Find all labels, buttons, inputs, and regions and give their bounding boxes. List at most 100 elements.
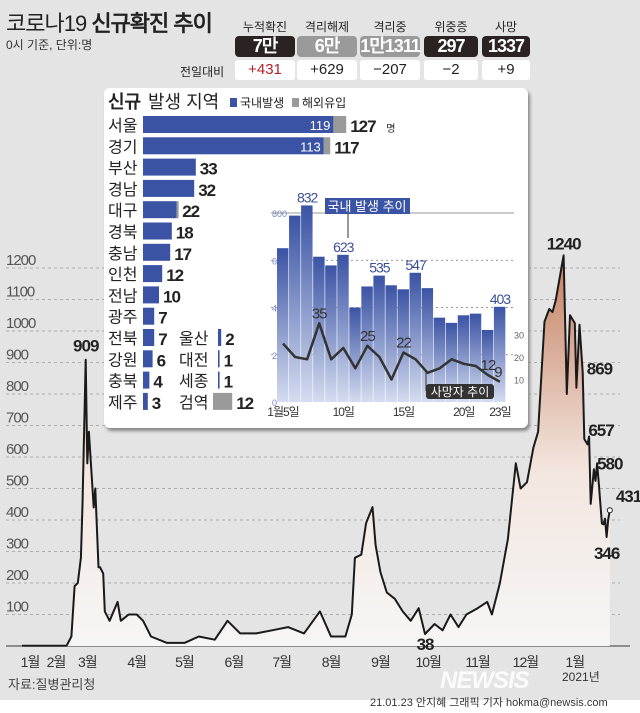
x-tick-label: 3월 (78, 654, 97, 670)
region-name: 광주 (108, 309, 137, 327)
stat-label: 격리해제 (304, 20, 350, 34)
daily-domestic-bar (409, 272, 421, 402)
peak-label: 657 (588, 421, 614, 440)
page-title: 코로나19 신규확진 추이 (6, 6, 213, 38)
region-name: 경북 (108, 224, 137, 242)
stat-label: 사망 (494, 20, 518, 34)
region-bar-domestic (218, 329, 222, 346)
region-bar-domestic (143, 286, 159, 304)
bar-value-label: 623 (333, 239, 355, 255)
newsis-logo: NEWSIS (440, 667, 530, 694)
x-tick-label: 5월 (175, 654, 194, 670)
region-total: 1 (224, 351, 233, 370)
death-value-label: 12 (481, 357, 496, 374)
death-value-label: 22 (396, 335, 411, 352)
daily-domestic-bar (373, 275, 385, 402)
stat-label: 위중증 (434, 20, 468, 34)
inset-y-tick: 0 (272, 398, 277, 408)
region-name: 제주 (108, 394, 137, 412)
region-total: 12 (166, 266, 183, 285)
region-name: 충남 (108, 245, 138, 263)
region-name: 경남 (108, 181, 138, 199)
region-name: 대전 (179, 351, 208, 369)
daily-domestic-bar (421, 288, 434, 402)
region-total: 32 (198, 181, 215, 200)
region-bar-foreign (213, 392, 233, 410)
inset-x-tick: 20일 (453, 405, 474, 419)
bar-value-label: 403 (490, 291, 512, 307)
right-y-tick: 10 (514, 376, 524, 386)
region-inset-panel: 신규 발생 지역 국내발생 해외유입 서울 119 127 명 경기 113 117 부산 33 경남 3… (104, 88, 528, 428)
death-value-label: 25 (360, 328, 375, 345)
y-tick-label: 900 (6, 347, 29, 364)
domestic-value: 113 (300, 139, 321, 154)
subtitle: 0시 기준, 단위:명 (6, 38, 93, 52)
stat-diff: +9 (482, 60, 530, 80)
x-tick-label: 11월 (465, 654, 490, 670)
daily-domestic-bar (481, 329, 494, 402)
region-total: 2 (225, 330, 234, 349)
daily-domestic-bar (277, 248, 289, 402)
region-name: 경기 (108, 138, 137, 156)
y-tick-label: 500 (6, 473, 29, 490)
y-tick-label: 600 (6, 441, 29, 458)
latest-point (606, 507, 613, 514)
region-name: 인천 (108, 266, 137, 284)
x-tick-label: 1월 (565, 654, 584, 670)
daily-domestic-bar (493, 306, 506, 402)
x-tick-label: 12월 (513, 654, 539, 670)
death-trend-line (282, 322, 501, 383)
region-total: 22 (182, 202, 199, 221)
region-bar-foreign (333, 116, 347, 133)
daily-domestic-bar (469, 313, 482, 402)
daily-domestic-bar (337, 254, 349, 402)
diff-label: 전일대비 (180, 65, 225, 79)
peak-label: 869 (587, 359, 613, 378)
stat-value: 297 (424, 36, 478, 57)
unit-label: 명 (386, 123, 395, 135)
region-bar-domestic (143, 222, 172, 240)
x-tick-label: 6월 (225, 654, 244, 670)
peak-label: 580 (597, 454, 623, 473)
stat-value: 7만4692 (235, 36, 295, 77)
region-bar-domestic (143, 158, 196, 176)
legend-swatch (292, 98, 299, 107)
region-name: 세종 (179, 373, 208, 391)
inset-title: 발생 지역 (148, 92, 219, 112)
bar-value-label: 535 (369, 260, 391, 276)
peak-label: 909 (73, 337, 99, 356)
region-name: 충북 (108, 373, 137, 391)
region-name: 검역 (179, 394, 208, 412)
death-trend-box (426, 384, 494, 399)
daily-domestic-bar (289, 215, 301, 402)
inset-x-tick: 1월5일 (267, 405, 298, 419)
right-y-tick: 30 (514, 331, 524, 341)
y-tick-label: 1000 (6, 315, 36, 332)
domestic-trend-box (325, 198, 410, 214)
region-bar-domestic (143, 179, 195, 197)
region-bar-domestic (143, 392, 148, 410)
region-total: 17 (174, 245, 191, 264)
y-tick-label: 1200 (6, 252, 36, 269)
daily-domestic-bar (397, 289, 409, 402)
peak-label: 346 (594, 544, 620, 563)
daily-domestic-bar (325, 265, 337, 402)
y-tick-label: 700 (6, 410, 29, 427)
region-name: 강원 (108, 351, 137, 369)
title-light: 코로나19 (6, 11, 92, 36)
peak-label: 1240 (547, 234, 581, 253)
stat-diff: +629 (297, 60, 357, 80)
region-bar-domestic (218, 350, 220, 368)
region-bar-domestic (143, 201, 177, 219)
region-total: 7 (158, 330, 167, 349)
region-bar-domestic (143, 265, 163, 283)
region-name: 대구 (108, 202, 137, 220)
inset-x-tick: 23일 (489, 405, 510, 419)
region-total: 127 (350, 117, 376, 136)
daily-domestic-bar (301, 205, 313, 402)
death-value-label: 9 (494, 364, 502, 381)
region-total: 3 (152, 394, 161, 413)
inset-y-tick: 800 (272, 209, 287, 219)
right-y-tick: 20 (514, 353, 524, 363)
